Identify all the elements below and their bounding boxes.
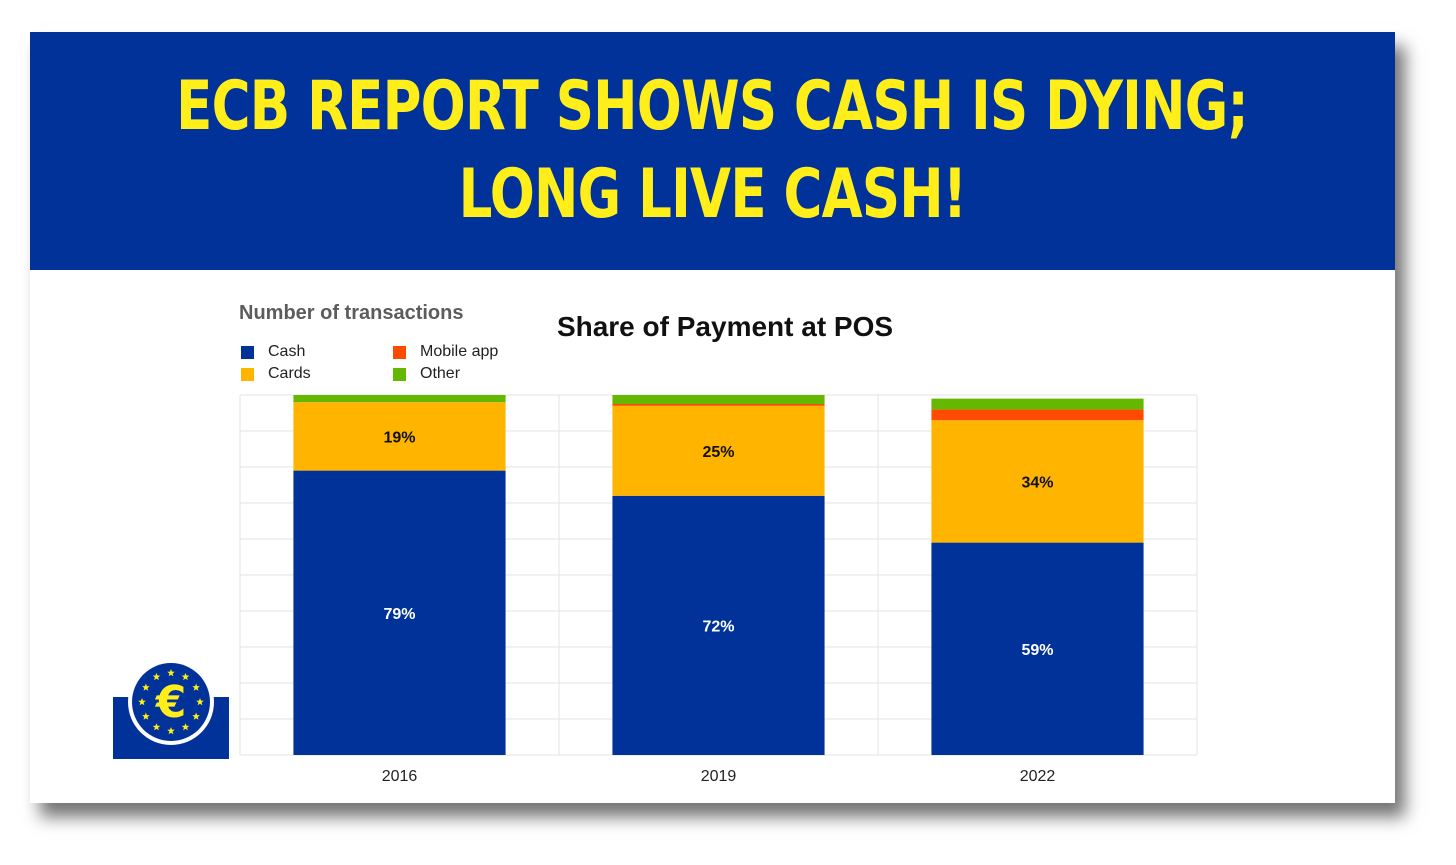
bar-segment-other-2016 xyxy=(293,395,506,403)
legend-swatch-mobile-app xyxy=(393,345,406,359)
bar-segment-cash-2019 xyxy=(612,495,825,755)
x-tick-label-2016: 2016 xyxy=(382,768,418,785)
data-label-cards-2016: 19% xyxy=(383,429,415,446)
bar-segment-cards-2022 xyxy=(931,420,1144,543)
legend-item-cards: Cards xyxy=(241,365,311,383)
logo-star-icon xyxy=(142,712,150,720)
legend-swatch-cash xyxy=(241,345,254,359)
x-tick-label-2022: 2022 xyxy=(1020,768,1056,785)
ecb-euro-logo-icon: € xyxy=(113,659,229,759)
bar-segment-cards-2019 xyxy=(612,405,825,496)
data-label-cash-2019: 72% xyxy=(702,618,734,635)
logo-star-icon xyxy=(196,698,204,706)
logo-star-icon xyxy=(152,723,161,731)
bar-segment-other-2022 xyxy=(931,398,1144,410)
bar-segment-mobile-app-2019 xyxy=(612,404,825,406)
bar-segment-other-2019 xyxy=(612,395,825,404)
chart-subtitle: Number of transactions xyxy=(239,302,464,324)
stacked-bar-chart: 79% 19% 2016 72% 25% 2019 59% 34% 2022 xyxy=(239,394,1198,785)
bar-segment-cards-2016 xyxy=(293,402,506,471)
x-tick-label-2019: 2019 xyxy=(701,768,737,785)
logo-star-icon xyxy=(181,672,190,681)
data-label-cards-2022: 34% xyxy=(1021,474,1053,491)
legend-item-mobile-app: Mobile app xyxy=(393,343,498,361)
bar-segment-cash-2022 xyxy=(931,542,1144,755)
headline-line-1: ECB REPORT SHOWS CASH IS DYING; xyxy=(176,67,1250,146)
logo-star-icon xyxy=(142,683,150,691)
legend-swatch-other xyxy=(393,367,406,381)
chart-title: Share of Payment at POS xyxy=(556,311,894,342)
logo-star-icon xyxy=(192,683,200,691)
logo-star-icon xyxy=(167,669,175,677)
headline-banner: ECB REPORT SHOWS CASH IS DYING; LONG LIV… xyxy=(30,32,1395,270)
data-label-cash-2016: 79% xyxy=(383,606,415,623)
legend-item-other: Other xyxy=(393,365,460,383)
bar-segment-cash-2016 xyxy=(293,470,506,755)
logo-star-icon xyxy=(192,712,200,720)
logo-star-icon xyxy=(167,727,175,735)
headline-line-2: LONG LIVE CASH! xyxy=(458,155,967,234)
slide-card: ECB REPORT SHOWS CASH IS DYING; LONG LIV… xyxy=(30,32,1395,803)
logo-star-icon xyxy=(181,723,190,731)
data-label-cash-2022: 59% xyxy=(1021,642,1053,659)
logo-star-icon xyxy=(138,698,146,706)
legend-swatch-cards xyxy=(241,367,254,381)
svg-text:€: € xyxy=(155,677,187,728)
legend-label-other: Other xyxy=(420,365,461,382)
legend-label-cash: Cash xyxy=(268,343,306,360)
data-label-cards-2019: 25% xyxy=(702,444,734,461)
legend-label-mobile-app: Mobile app xyxy=(420,343,499,360)
legend-item-cash: Cash xyxy=(241,343,305,361)
legend-label-cards: Cards xyxy=(268,365,311,382)
logo-star-icon xyxy=(152,672,161,681)
bar-segment-mobile-app-2022 xyxy=(931,409,1144,421)
